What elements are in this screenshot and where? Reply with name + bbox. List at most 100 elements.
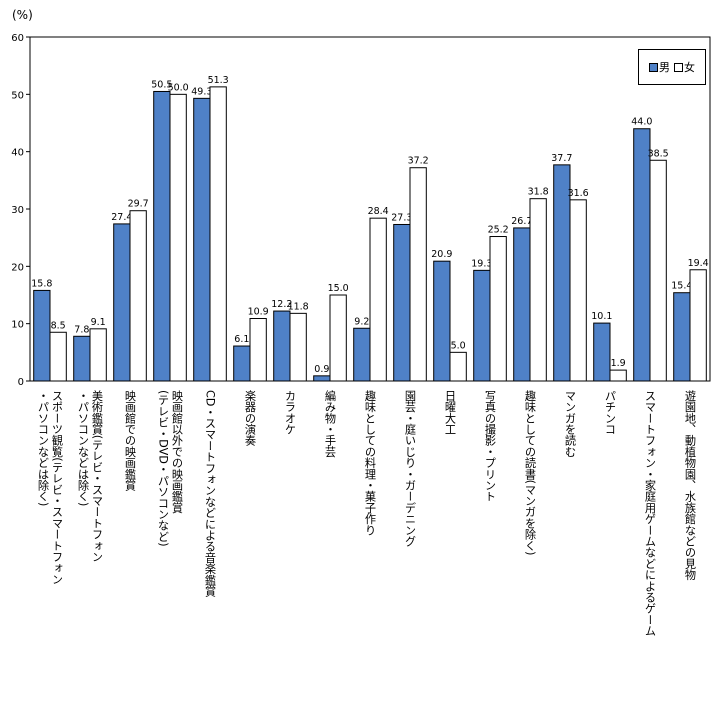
data-label-male: 10.1 — [591, 311, 612, 322]
data-label-male: 15.4 — [671, 281, 692, 292]
bar-female — [569, 199, 587, 382]
bar-female — [89, 328, 107, 382]
category-label: 映画館での映画鑑賞 — [124, 390, 137, 492]
bar-female — [529, 198, 547, 382]
data-label-male: 37.7 — [551, 153, 572, 164]
category-label: スマートフォン・家庭用ゲームなどによるゲーム — [644, 390, 657, 636]
data-label-female: 25.2 — [488, 225, 509, 236]
category-label: 美術鑑賞(テレビ・スマートフォン — [91, 390, 104, 563]
legend-item-female: 女 — [674, 59, 695, 75]
bar-male — [633, 128, 651, 382]
bar-female — [329, 294, 347, 382]
bar-male — [593, 322, 611, 382]
data-label-female: 50.0 — [168, 82, 189, 93]
legend: 男 女 — [638, 49, 706, 85]
bar-male — [513, 227, 531, 382]
data-label-male: 15.8 — [31, 278, 52, 289]
data-label-male: 44.0 — [631, 117, 652, 128]
bar-female — [649, 159, 667, 382]
category-label: 写真の撮影・プリント — [484, 390, 497, 502]
legend-item-male: 男 — [649, 59, 670, 75]
category-label: 趣味としての読書(マンガを除く) — [524, 389, 537, 556]
data-label-female: 28.4 — [368, 206, 389, 217]
data-label-female: 31.6 — [568, 188, 589, 199]
data-label-female: 38.5 — [648, 148, 669, 159]
bar-female — [249, 318, 267, 382]
data-label-male: 27.4 — [111, 212, 132, 223]
bar-female — [409, 167, 427, 382]
category-label: マンガを読む — [564, 390, 577, 457]
category-label: 編み物・手芸 — [324, 389, 337, 458]
data-label-male: 9.2 — [354, 316, 369, 327]
bar-male — [393, 223, 411, 382]
data-label-male: 0.9 — [314, 364, 329, 375]
legend-label-female: 女 — [684, 61, 695, 74]
y-tick-label: 40 — [11, 148, 24, 159]
data-label-male: 49.3 — [191, 86, 212, 97]
legend-label-male: 男 — [659, 61, 670, 74]
category-label: 園芸・庭いじり・ガーデニング — [404, 390, 417, 547]
data-label-male: 6.1 — [234, 334, 249, 345]
category-label: ・パソコンなどは除く) — [77, 390, 90, 506]
data-label-female: 15.0 — [328, 283, 349, 294]
data-label-male: 19.3 — [471, 258, 492, 269]
bar-male — [273, 310, 291, 382]
category-label: (テレビ・DVD・パソコンなど) — [157, 390, 170, 547]
data-label-male: 7.8 — [74, 324, 89, 335]
category-label: 映画館以外での映画鑑賞 — [171, 390, 184, 514]
category-label: 楽器の演奏 — [244, 390, 257, 447]
data-label-female: 8.5 — [51, 320, 66, 331]
bar-female — [129, 210, 147, 382]
bar-female — [689, 269, 707, 382]
y-tick-label: 10 — [11, 320, 24, 331]
bar-male — [233, 345, 251, 382]
data-label-female: 1.9 — [611, 358, 626, 369]
bar-male — [433, 260, 451, 382]
data-label-male: 27.3 — [391, 212, 412, 223]
data-label-female: 10.9 — [248, 307, 269, 318]
y-tick-label: 50 — [11, 90, 24, 101]
y-tick-label: 30 — [11, 205, 24, 216]
bar-female — [369, 217, 387, 382]
bar-male — [473, 269, 491, 382]
bar-female — [289, 312, 307, 382]
category-label: パチンコ — [604, 390, 617, 435]
bar-female — [449, 351, 467, 382]
legend-swatch-male — [649, 62, 658, 72]
category-label: スポーツ観覧(テレビ・スマートフォン — [51, 390, 64, 585]
bar-female — [489, 236, 507, 382]
y-tick-label: 0 — [18, 377, 24, 388]
data-label-male: 20.9 — [431, 249, 452, 260]
data-label-female: 31.8 — [528, 187, 549, 198]
bar-male — [353, 327, 371, 382]
y-unit-label: (%) — [12, 8, 33, 22]
data-label-female: 19.4 — [688, 258, 709, 269]
category-label: CD・スマートフォンなどによる音楽鑑賞 — [204, 390, 217, 597]
bar-male — [73, 335, 91, 382]
data-label-female: 51.3 — [208, 75, 229, 86]
category-label: カラオケ — [284, 390, 297, 435]
bar-male — [153, 90, 171, 382]
data-label-female: 9.1 — [91, 317, 106, 328]
data-label-female: 37.2 — [408, 156, 429, 167]
legend-swatch-female — [674, 62, 683, 72]
data-label-male: 12.2 — [271, 299, 292, 310]
data-label-female: 11.8 — [288, 301, 309, 312]
bar-female — [209, 86, 227, 382]
category-label: 遊園地、動植物園、水族館などの見物 — [684, 389, 697, 581]
category-label: ・パソコンなどは除く) — [37, 390, 50, 506]
bar-male — [673, 292, 691, 382]
bar-male — [313, 375, 331, 382]
category-label: 日曜大工 — [444, 390, 457, 435]
bar-male — [193, 97, 211, 382]
data-label-female: 5.0 — [451, 340, 466, 351]
bar-male — [113, 223, 131, 382]
y-tick-label: 20 — [11, 262, 24, 273]
bar-female — [169, 93, 187, 382]
bar-male — [33, 289, 51, 382]
data-label-male: 26.7 — [511, 216, 532, 227]
y-tick-label: 60 — [11, 33, 24, 44]
data-label-male: 50.5 — [151, 79, 172, 90]
bar-female — [609, 369, 627, 382]
